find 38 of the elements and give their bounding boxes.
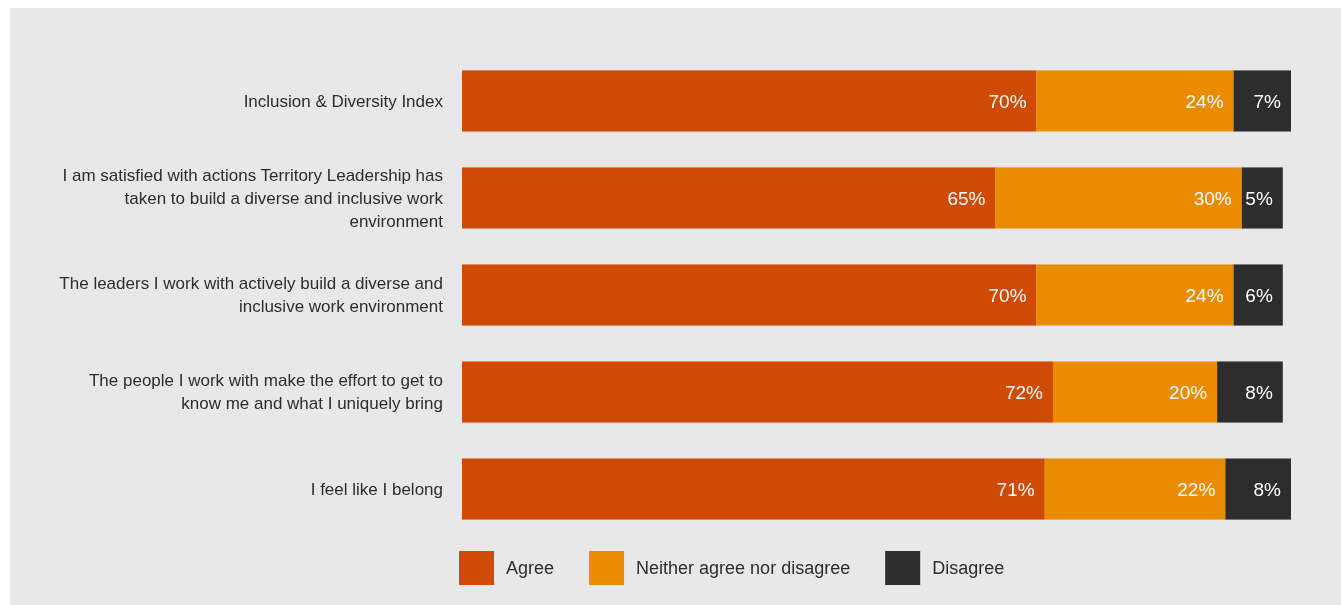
- y-tick-label: The people I work with make the effort to get to know me and what I uniquely bring: [88, 371, 443, 414]
- data-label: 65%: [947, 187, 986, 209]
- data-label: 71%: [996, 478, 1035, 500]
- data-label: 7%: [1253, 90, 1282, 112]
- bar: [462, 458, 1045, 520]
- legend-label: Agree: [506, 558, 555, 579]
- bar: [462, 361, 1053, 423]
- y-tick-label: I am satisfied with actions Territory Leadership has taken to build a diverse and inclusive work environment: [62, 165, 444, 231]
- bar: [462, 167, 996, 229]
- data-label: 20%: [1169, 381, 1208, 403]
- bar: [1241, 167, 1283, 229]
- data-label: 72%: [1004, 381, 1044, 403]
- legend-label: Neither agree nor disagree: [636, 558, 851, 579]
- bar: [1225, 458, 1291, 520]
- data-label: 30%: [1193, 187, 1232, 209]
- data-label: 24%: [1185, 90, 1224, 112]
- y-tick-label: Inclusion & Diversity Index: [243, 91, 444, 111]
- bar: [1217, 361, 1283, 423]
- data-label: 24%: [1185, 284, 1224, 306]
- data-label: 70%: [988, 90, 1027, 112]
- data-label: 5%: [1245, 187, 1273, 209]
- bar: [1036, 70, 1234, 132]
- bar: [1036, 264, 1234, 326]
- data-label: 8%: [1253, 478, 1282, 500]
- bar: [1044, 458, 1226, 520]
- bar: [995, 167, 1242, 229]
- data-label: 8%: [1245, 381, 1273, 403]
- bar: [1233, 70, 1291, 132]
- y-tick-label: I feel like I belong: [310, 479, 443, 499]
- bar: [1233, 264, 1283, 326]
- data-label: 6%: [1245, 284, 1273, 306]
- bar: [1052, 361, 1218, 423]
- data-label: 70%: [988, 284, 1027, 306]
- data-label: 22%: [1177, 478, 1216, 500]
- y-tick-label: The leaders I work with actively build a diverse and inclusive work environment: [59, 274, 444, 317]
- bar: [462, 70, 1037, 132]
- bar: [462, 264, 1037, 326]
- legend-label: Disagree: [932, 558, 1005, 579]
